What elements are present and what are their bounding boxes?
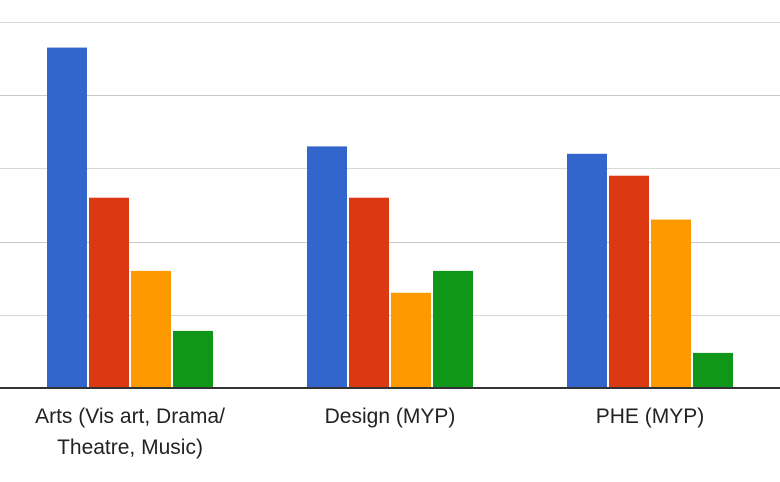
bar-series-4-category-3: [693, 352, 733, 388]
gridlines: [0, 22, 780, 316]
bar-series-2-category-2: [349, 197, 389, 388]
bar-series-1-category-2: [307, 146, 347, 388]
bar-series-3-category-1: [131, 270, 171, 388]
x-tick-label: PHE (MYP): [596, 405, 705, 428]
x-tick-label: Design (MYP): [325, 405, 456, 428]
bars: [47, 47, 733, 388]
bar-series-3-category-3: [651, 219, 691, 388]
x-axis-tick-labels: Arts (Vis art, Drama/Theatre, Music) Desi…: [35, 405, 704, 459]
x-tick-label: Arts (Vis art, Drama/Theatre, Music): [35, 405, 225, 459]
bar-series-2-category-1: [89, 197, 129, 388]
bar-series-2-category-3: [609, 175, 649, 388]
bar-series-3-category-2: [391, 292, 431, 388]
bar-series-1-category-3: [567, 153, 607, 388]
bar-series-4-category-1: [173, 330, 213, 388]
bar-series-4-category-2: [433, 270, 473, 388]
bar-series-1-category-1: [47, 47, 87, 388]
